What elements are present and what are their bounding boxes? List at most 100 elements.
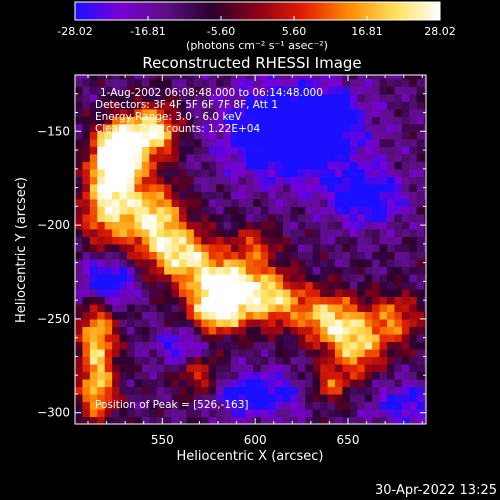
heatmap-cell: [223, 348, 232, 358]
heatmap-cell: [119, 138, 128, 147]
heatmap-cell: [290, 101, 299, 110]
heatmap-cell: [112, 258, 121, 267]
heatmap-cell: [171, 311, 180, 320]
heatmap-cell: [401, 183, 410, 192]
heatmap-cell: [82, 356, 91, 365]
heatmap-cell: [416, 75, 425, 80]
heatmap-cell: [82, 378, 91, 388]
info-line-time: 1-Aug-2002 06:08:48.000 to 06:14:48.000: [100, 87, 323, 99]
heatmap-cell: [260, 108, 269, 117]
heatmap-cell: [208, 393, 217, 403]
heatmap-cell: [305, 416, 314, 424]
heatmap-cell: [164, 318, 173, 328]
heatmap-cell: [424, 168, 426, 177]
heatmap-cell: [231, 393, 240, 403]
heatmap-cell: [171, 221, 180, 230]
heatmap-cell: [156, 348, 165, 358]
heatmap-cell: [238, 191, 247, 200]
heatmap-cell: [349, 371, 358, 380]
heatmap-cell: [179, 228, 188, 237]
heatmap-cell: [297, 356, 306, 365]
heatmap-cell: [119, 228, 128, 237]
heatmap-cell: [82, 243, 91, 252]
heatmap-cell: [357, 228, 366, 237]
heatmap-cell: [253, 93, 262, 102]
heatmap-cell: [290, 131, 299, 140]
heatmap-cell: [193, 236, 202, 245]
heatmap-cell: [208, 101, 217, 110]
heatmap-cell: [171, 93, 180, 102]
heatmap-cell: [260, 401, 269, 410]
heatmap-cell: [320, 333, 329, 343]
heatmap-cell: [364, 191, 373, 200]
heatmap-cell: [216, 333, 225, 343]
heatmap-cell: [149, 311, 158, 320]
heatmap-cell: [327, 408, 336, 418]
heatmap-cell: [231, 236, 240, 245]
heatmap-cell: [268, 408, 277, 418]
heatmap-cell: [387, 318, 396, 328]
heatmap-cell: [223, 273, 232, 282]
heatmap-cell: [231, 416, 240, 424]
heatmap-cell: [394, 123, 403, 132]
heatmap-cell: [104, 363, 113, 373]
heatmap-cell: [208, 363, 217, 373]
heatmap-cell: [82, 138, 91, 147]
heatmap-cell: [238, 198, 247, 207]
heatmap-cell: [89, 273, 98, 282]
heatmap-cell: [305, 251, 314, 260]
heatmap-cell: [379, 236, 388, 245]
heatmap-cell: [305, 191, 314, 200]
heatmap-cell: [164, 266, 173, 275]
heatmap-cell: [119, 116, 128, 125]
heatmap-cell: [97, 146, 106, 155]
heatmap-cell: [201, 138, 210, 147]
heatmap-cell: [401, 168, 410, 177]
heatmap-cell: [409, 408, 418, 418]
heatmap-cell: [409, 348, 418, 358]
heatmap-cell: [320, 401, 329, 410]
heatmap-cell: [379, 363, 388, 373]
heatmap-cell: [216, 101, 225, 110]
heatmap-cell: [156, 176, 165, 185]
heatmap-cell: [171, 326, 180, 335]
heatmap-cell: [327, 311, 336, 320]
heatmap-cell: [290, 146, 299, 155]
heatmap-cell: [216, 161, 225, 170]
heatmap-cell: [231, 386, 240, 395]
heatmap-cell: [394, 273, 403, 282]
colorbar-tick-label: 5.60: [282, 25, 307, 38]
heatmap-cell: [193, 123, 202, 132]
heatmap-cell: [312, 393, 321, 403]
heatmap-cell: [193, 146, 202, 155]
heatmap-cell: [193, 333, 202, 343]
heatmap-cell: [231, 296, 240, 305]
heatmap-cell: [127, 251, 136, 260]
heatmap-cell: [89, 363, 98, 373]
heatmap-cell: [253, 288, 262, 298]
heatmap-cell: [179, 183, 188, 192]
heatmap-cell: [312, 341, 321, 350]
heatmap-cell: [193, 93, 202, 102]
heatmap-cell: [104, 311, 113, 320]
heatmap-cell: [231, 401, 240, 410]
heatmap-cell: [401, 371, 410, 380]
heatmap-cell: [312, 168, 321, 177]
heatmap-cell: [82, 176, 91, 185]
heatmap-cell: [335, 86, 344, 95]
heatmap-cell: [75, 138, 84, 147]
heatmap-cell: [238, 303, 247, 313]
heatmap-cell: [305, 183, 314, 192]
heatmap-cell: [201, 183, 210, 192]
heatmap-cell: [275, 348, 284, 358]
heatmap-cell: [312, 206, 321, 215]
heatmap-cell: [171, 258, 180, 267]
heatmap-cell: [387, 78, 396, 87]
heatmap-cell: [401, 341, 410, 350]
heatmap-cell: [394, 131, 403, 140]
heatmap-cell: [216, 146, 225, 155]
heatmap-cell: [387, 161, 396, 170]
heatmap-cell: [275, 363, 284, 373]
heatmap-cell: [186, 221, 195, 230]
heatmap-cell: [156, 213, 165, 222]
